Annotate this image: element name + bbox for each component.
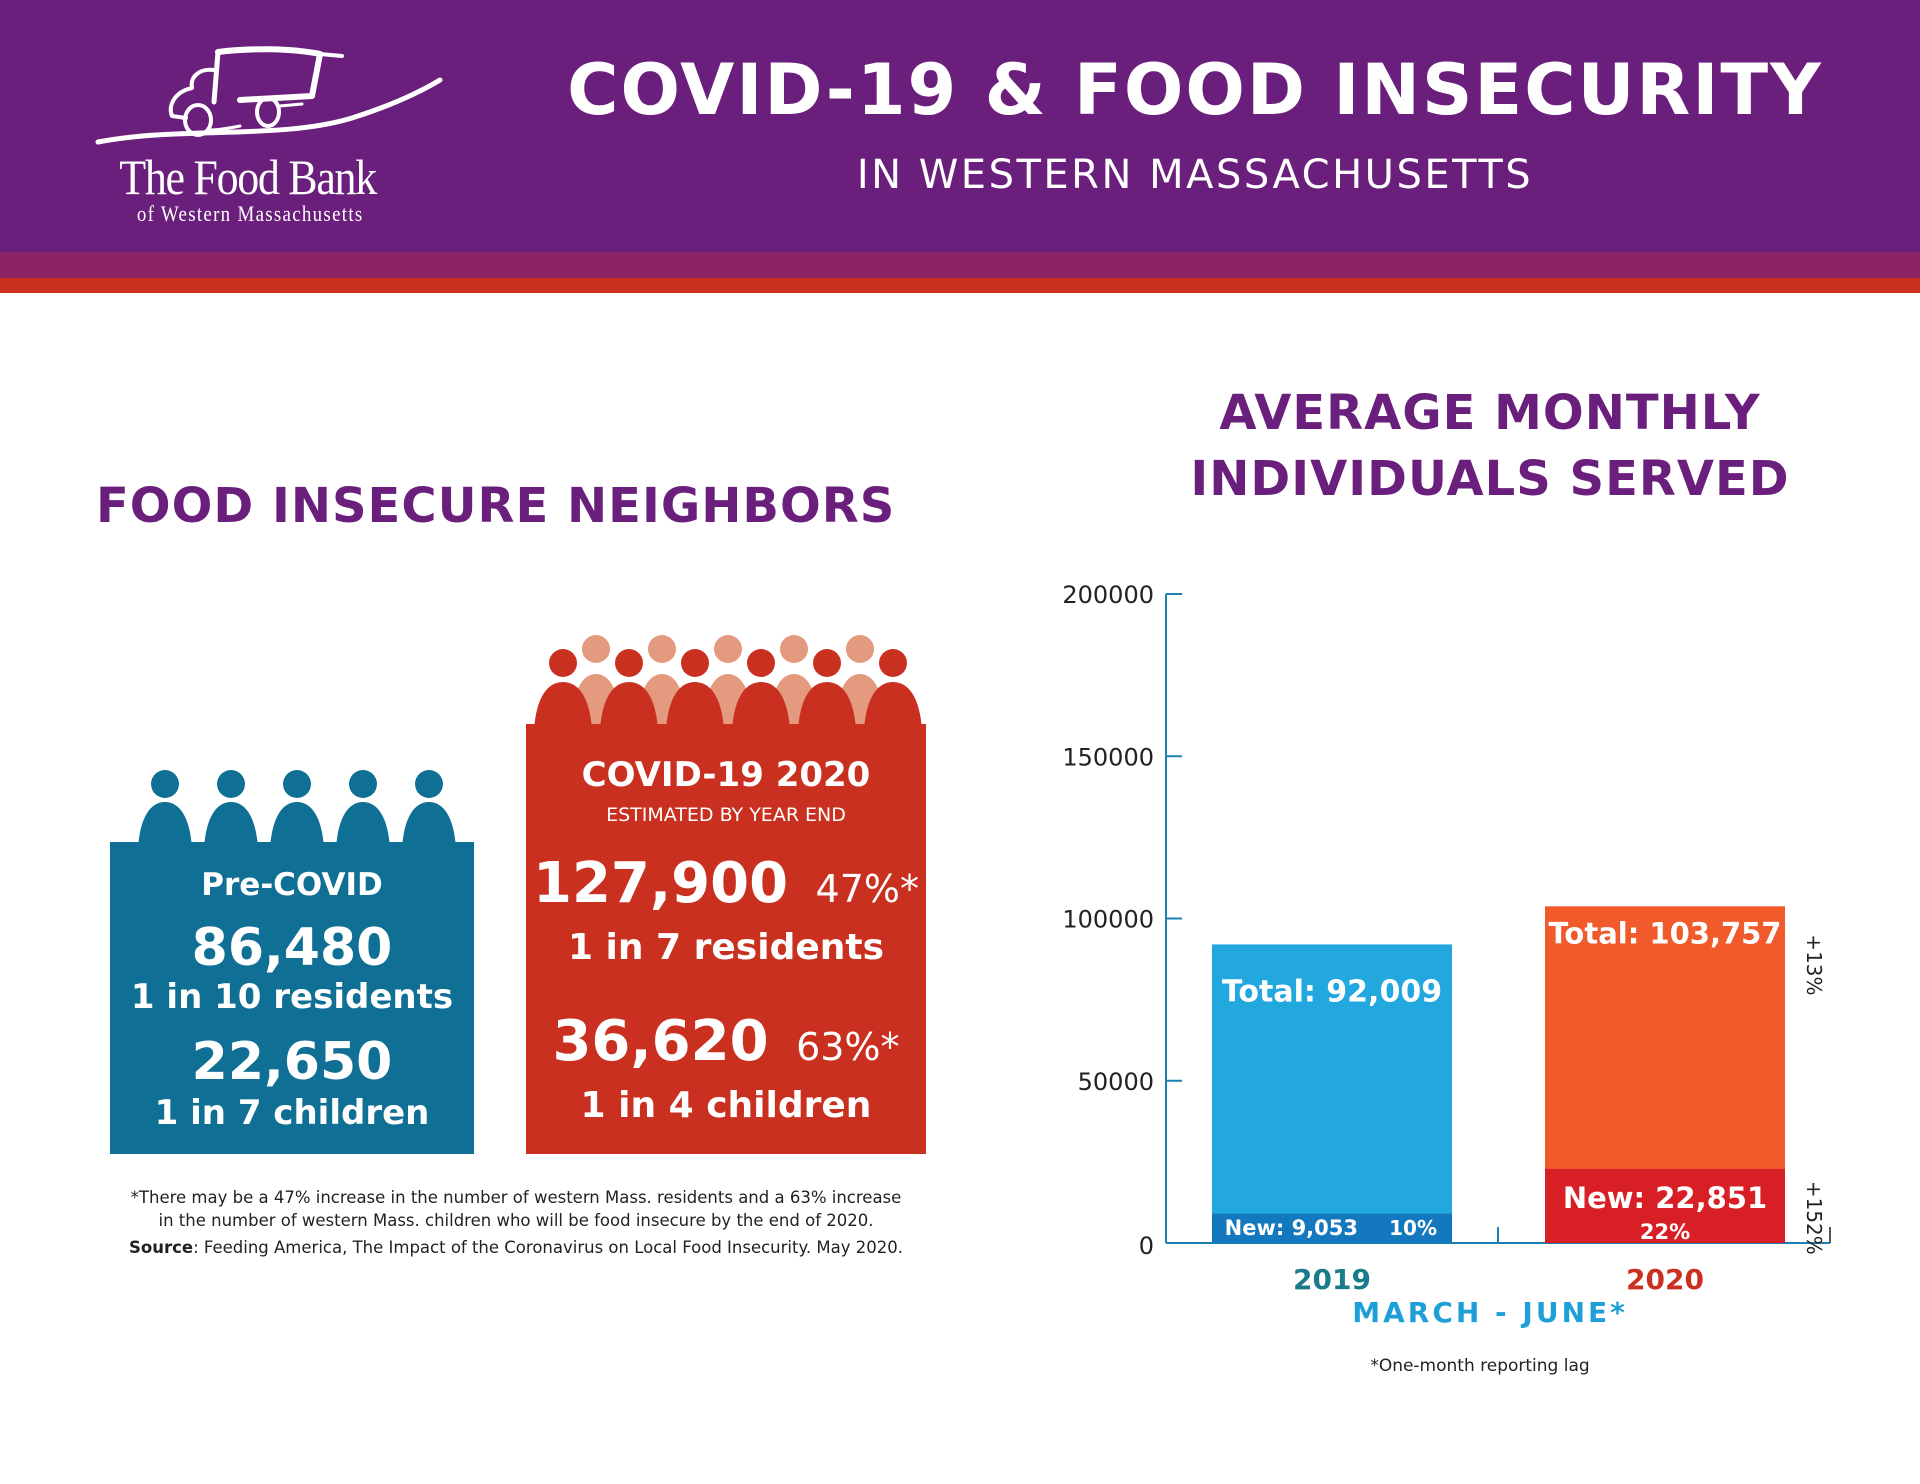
person-icon	[600, 649, 658, 730]
food-insecure-title: FOOD INSECURE NEIGHBORS	[96, 478, 896, 534]
covid-subheading: ESTIMATED BY YEAR END	[606, 804, 846, 826]
footnote-line-2: in the number of western Mass. children …	[158, 1211, 874, 1231]
covid-children-ratio: 1 in 4 children	[580, 1085, 872, 1126]
pre-covid-people-icons	[138, 770, 456, 848]
bar-new-label: New: 9,053	[1225, 1216, 1358, 1240]
footnote-line-1: *There may be a 47% increase in the numb…	[130, 1188, 902, 1207]
person-icon	[864, 649, 922, 730]
covid-children-increase: 63%*	[796, 1025, 900, 1069]
covid-residents-row: 127,900 47%*	[526, 856, 926, 912]
footnote: *There may be a 47% increase in the numb…	[96, 1186, 936, 1232]
person-icon	[798, 649, 856, 730]
bar-total-label: Total: 103,757	[1548, 916, 1781, 950]
person-icon	[138, 770, 192, 848]
y-tick-label: 50000	[1078, 1068, 1154, 1096]
y-tick-label: 200000	[1062, 581, 1154, 609]
y-tick-label: 100000	[1062, 906, 1154, 934]
person-icon	[204, 770, 258, 848]
new-change-annotation: +152%	[1802, 1181, 1826, 1255]
pre-covid-residents-count: 86,480	[191, 918, 393, 978]
covid-2020-card: COVID-19 2020 ESTIMATED BY YEAR END 127,…	[526, 724, 926, 1154]
logo-name: The Food Bank	[119, 149, 377, 205]
person-icon	[666, 649, 724, 730]
header-stripe-red	[0, 278, 1920, 293]
x-tick-label: 2020	[1626, 1263, 1704, 1296]
page-title: COVID-19 & FOOD INSECURITY	[567, 49, 1823, 131]
person-icon	[402, 770, 456, 848]
food-bank-logo: The Food Bank of Western Massachusetts	[90, 40, 450, 240]
bar-total-2020	[1545, 906, 1785, 1243]
source-label: Source	[129, 1238, 194, 1257]
logo-subtitle: of Western Massachusetts	[136, 201, 364, 226]
person-icon	[534, 649, 592, 730]
chart-x-axis-label: MARCH - JUNE*	[1352, 1296, 1628, 1329]
covid-children-count: 36,620	[552, 1009, 769, 1074]
total-change-annotation: +13%	[1802, 934, 1826, 995]
y-tick-label: 0	[1139, 1232, 1154, 1260]
person-icon	[732, 649, 790, 730]
covid-residents-count: 127,900	[532, 851, 789, 916]
covid-heading: COVID-19 2020	[581, 755, 871, 795]
covid-people-icons	[534, 635, 922, 730]
chart-note: *One-month reporting lag	[1370, 1356, 1590, 1376]
bar-total-label: Total: 92,009	[1222, 974, 1442, 1009]
bar-new-pct-label: 22%	[1640, 1220, 1690, 1244]
y-tick-label: 150000	[1062, 743, 1154, 771]
bar-total-2019	[1212, 944, 1452, 1243]
person-icon	[336, 770, 390, 848]
pre-covid-children-count: 22,650	[191, 1032, 393, 1092]
pre-covid-heading: Pre-COVID	[201, 867, 383, 903]
header-stripe-magenta	[0, 252, 1920, 278]
pre-covid-children-ratio: 1 in 7 children	[154, 1093, 430, 1133]
x-tick-label: 2019	[1293, 1263, 1371, 1296]
covid-residents-ratio: 1 in 7 residents	[567, 927, 885, 968]
covid-children-row: 36,620 63%*	[526, 1014, 926, 1070]
truck-logo-icon	[95, 46, 443, 145]
source-line: Source: Feeding America, The Impact of t…	[96, 1236, 936, 1259]
covid-residents-increase: 47%*	[815, 867, 920, 911]
person-icon	[270, 770, 324, 848]
chart-title: AVERAGE MONTHLY INDIVIDUALS SERVED	[1190, 385, 1790, 507]
pre-covid-card: Pre-COVID 86,480 1 in 10 residents 22,65…	[110, 842, 474, 1154]
bar-new-pct-label: 10%	[1389, 1216, 1437, 1240]
page-subtitle: IN WESTERN MASSACHUSETTS	[856, 152, 1534, 198]
bar-new-2020	[1545, 1168, 1785, 1243]
pre-covid-residents-ratio: 1 in 10 residents	[130, 977, 454, 1017]
bar-new-2019	[1212, 1213, 1452, 1243]
source-text: : Feeding America, The Impact of the Cor…	[193, 1238, 903, 1257]
bar-new-label: New: 22,851	[1563, 1181, 1767, 1215]
